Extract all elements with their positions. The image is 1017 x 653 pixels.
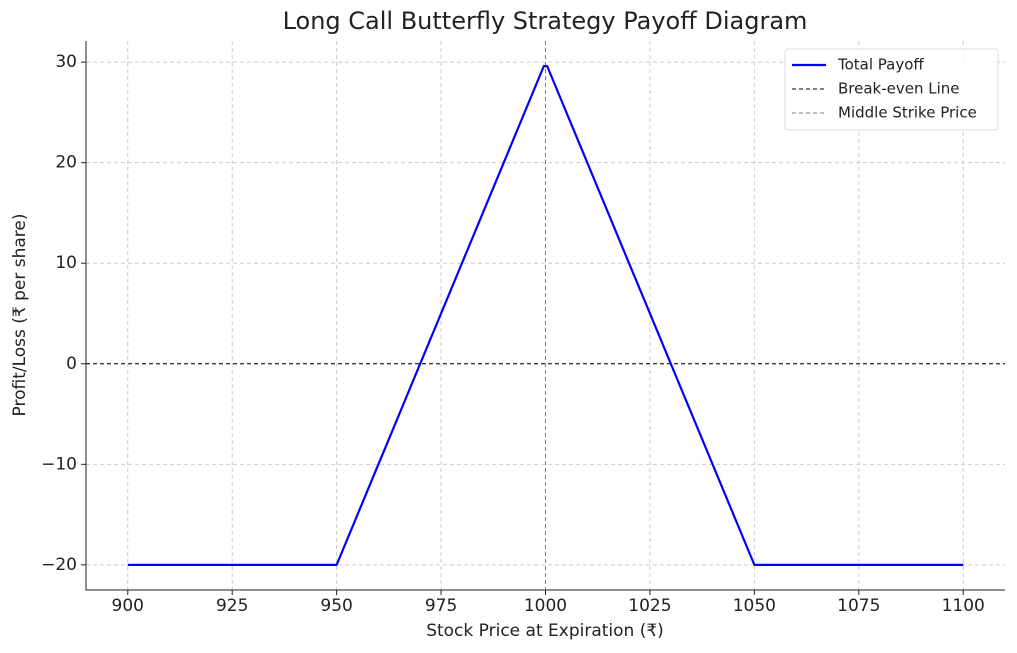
legend-label: Break-even Line bbox=[838, 80, 960, 98]
legend-label: Middle Strike Price bbox=[838, 104, 977, 122]
x-tick-label: 900 bbox=[112, 596, 144, 616]
y-tick-label: 0 bbox=[66, 354, 77, 374]
y-tick-label: −10 bbox=[41, 454, 77, 474]
legend-label: Total Payoff bbox=[837, 56, 924, 74]
x-tick-label: 1075 bbox=[837, 596, 880, 616]
y-tick-label: 30 bbox=[55, 52, 77, 72]
y-axis-label: Profit/Loss (₹ per share) bbox=[10, 213, 30, 416]
y-tick-label: 20 bbox=[55, 153, 77, 173]
x-tick-label: 1025 bbox=[628, 596, 671, 616]
x-axis-label: Stock Price at Expiration (₹) bbox=[426, 621, 664, 641]
x-tick-label: 975 bbox=[425, 596, 457, 616]
x-tick-label: 1050 bbox=[733, 596, 776, 616]
legend-box bbox=[784, 48, 999, 131]
axis-frame bbox=[85, 41, 1005, 591]
x-tick-label: 1000 bbox=[524, 596, 567, 616]
chart-title: Long Call Butterfly Strategy Payoff Diag… bbox=[283, 7, 808, 35]
payoff-line bbox=[127, 65, 964, 566]
x-tick-label: 950 bbox=[320, 596, 352, 616]
x-tick-label: 925 bbox=[216, 596, 248, 616]
y-tick-label: −20 bbox=[41, 555, 77, 575]
y-tick-label: 10 bbox=[55, 253, 77, 273]
x-tick-label: 1100 bbox=[942, 596, 985, 616]
